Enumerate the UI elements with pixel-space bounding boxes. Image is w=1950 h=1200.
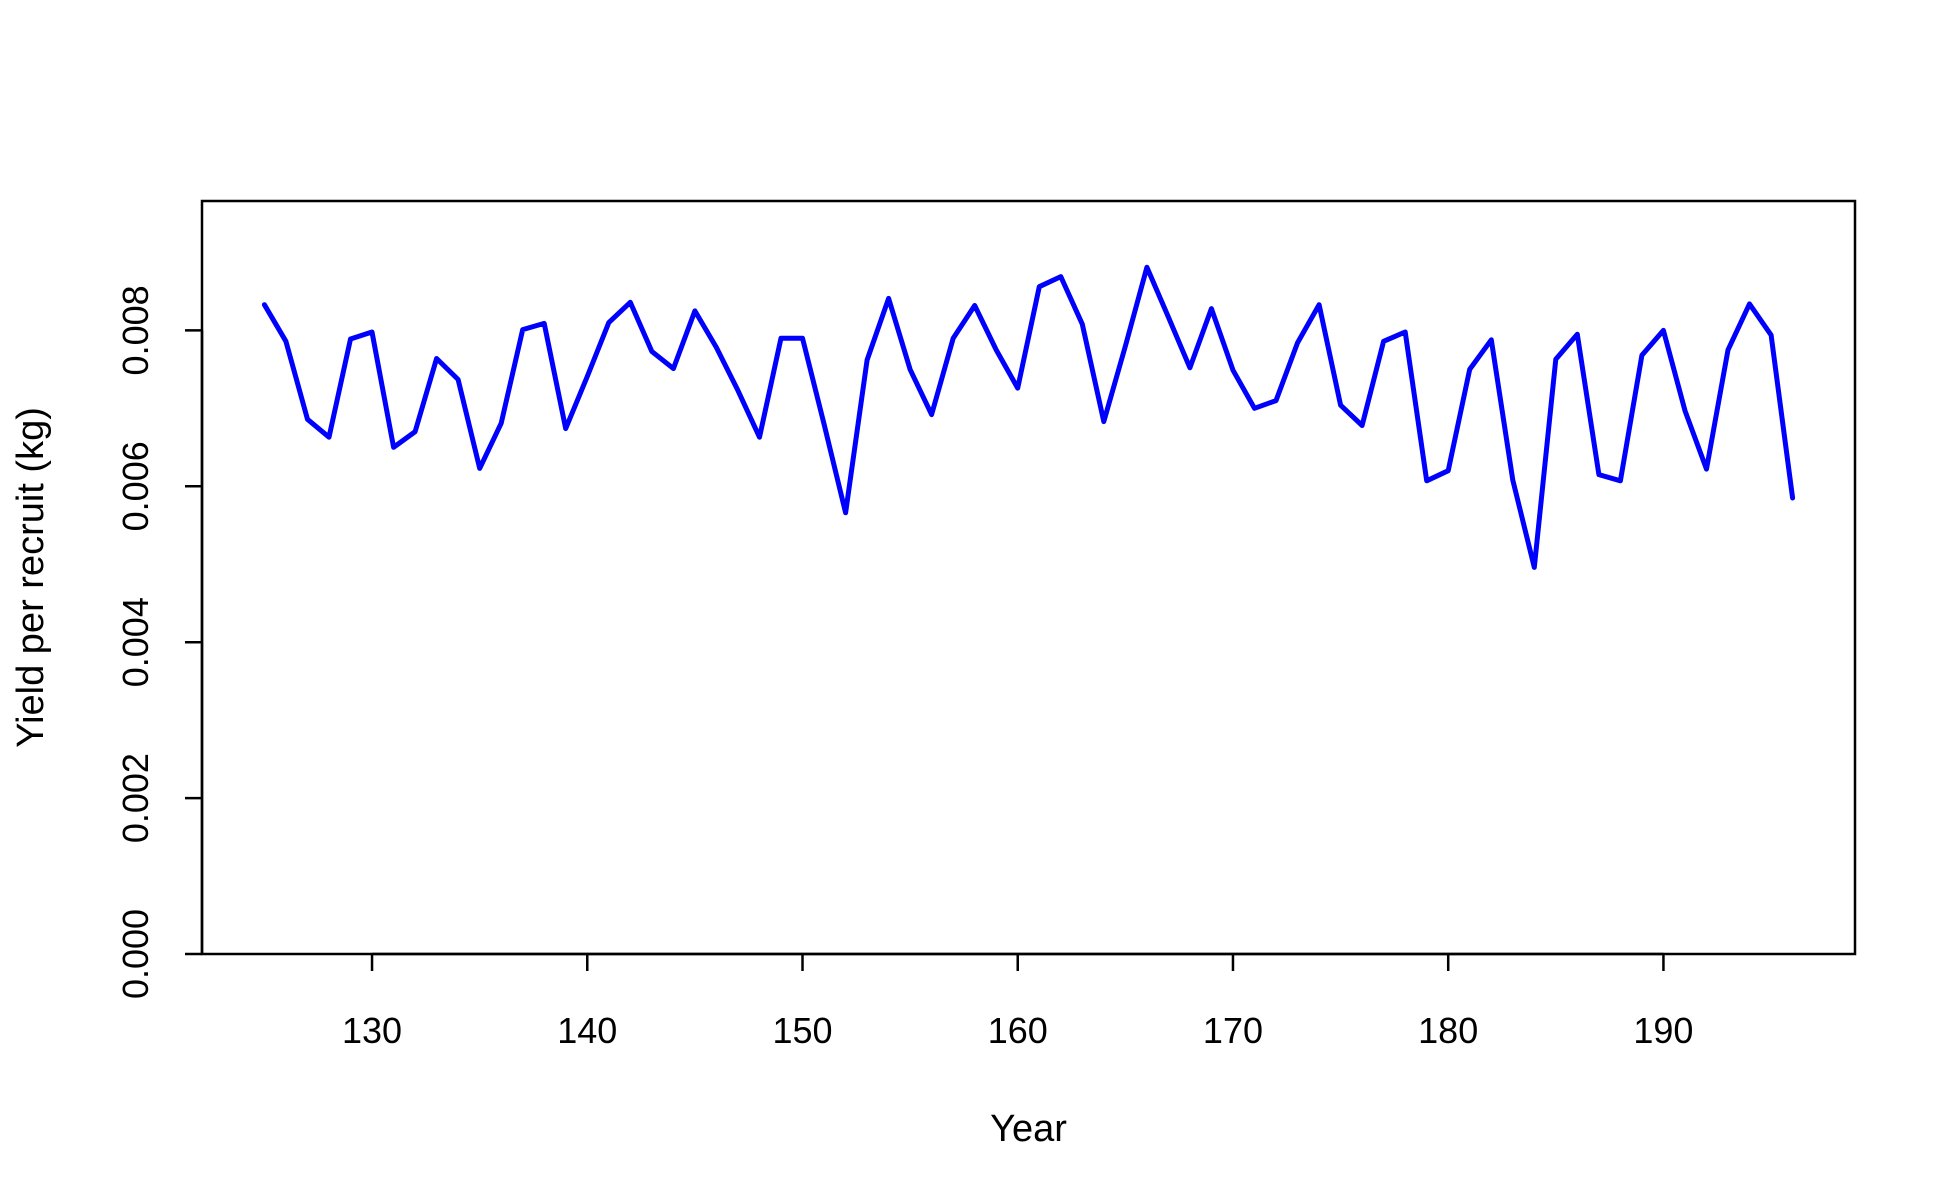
x-tick-label: 130 [342,1010,402,1051]
series-line [261,264,1796,570]
x-tick-label: 150 [772,1010,832,1051]
y-tick-label: 0.002 [115,753,156,843]
x-tick-label: 190 [1633,1010,1693,1051]
x-tick-label: 140 [557,1010,617,1051]
y-axis-title: Yield per recruit (kg) [10,407,52,748]
y-tick-label: 0.004 [115,597,156,687]
y-tick-label: 0.000 [115,909,156,999]
x-axis-title: Year [990,1108,1067,1150]
x-tick-label: 180 [1418,1010,1478,1051]
x-axis: 130 140 150 160 170 180 190 [342,952,1693,1051]
x-tick-label: 160 [988,1010,1048,1051]
y-tick-label: 0.006 [115,441,156,531]
y-tick-label: 0.008 [115,285,156,375]
x-tick-label: 170 [1203,1010,1263,1051]
plot-area-frame [200,199,1857,956]
